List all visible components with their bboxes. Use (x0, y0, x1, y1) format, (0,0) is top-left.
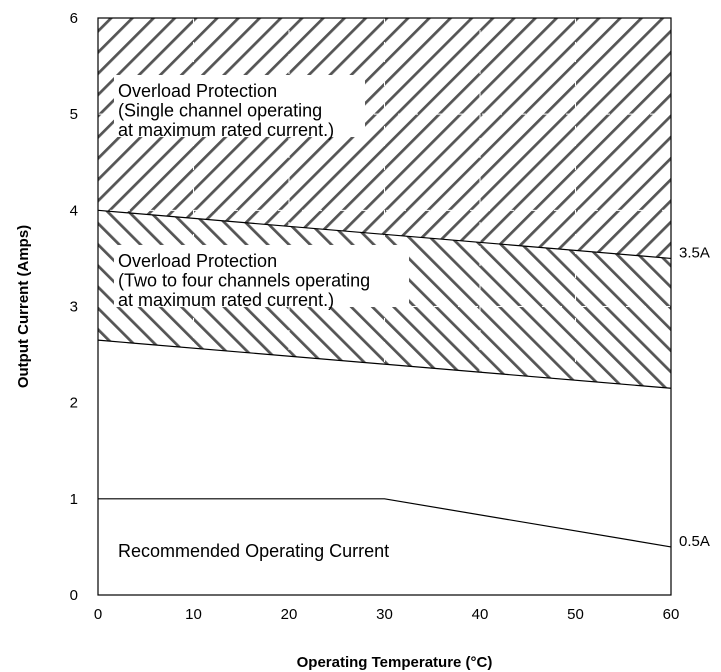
region-label-line: (Two to four channels operating (118, 271, 370, 291)
region-label-line: at maximum rated current.) (118, 120, 334, 140)
tick-labels: 0 10 20 30 40 50 60 0 1 2 3 4 5 6 (70, 10, 680, 623)
y-tick-label: 1 (70, 491, 78, 508)
y-tick-label: 6 (70, 10, 78, 27)
region-label-multi-channel: Overload Protection(Two to four channels… (114, 245, 409, 310)
x-tick-label: 0 (94, 606, 102, 623)
end-labels: 3.5A 0.5A (679, 244, 710, 550)
region-label-line: (Single channel operating (118, 101, 322, 121)
x-tick-label: 60 (663, 606, 680, 623)
region-label-line: Overload Protection (118, 251, 277, 271)
y-tick-label: 5 (70, 106, 78, 123)
series-lines (97, 209, 672, 548)
region-label-line: Recommended Operating Current (118, 541, 389, 561)
multi-channel-limit-line (97, 339, 672, 389)
y-tick-label: 2 (70, 395, 78, 412)
y-tick-label: 3 (70, 299, 78, 316)
x-tick-label: 40 (472, 606, 489, 623)
region-label-single-channel: Overload Protection(Single channel opera… (114, 75, 365, 140)
x-tick-label: 10 (185, 606, 202, 623)
x-axis-title: Operating Temperature (°C) (297, 654, 493, 671)
y-tick-label: 4 (70, 202, 78, 219)
region-label-line: Overload Protection (118, 81, 277, 101)
x-tick-label: 30 (376, 606, 393, 623)
x-tick-label: 20 (281, 606, 298, 623)
end-value-label: 3.5A (679, 244, 710, 261)
region-label-recommended: Recommended Operating Current (118, 541, 389, 561)
recommended-current-line (98, 498, 672, 548)
region-label-background (114, 75, 365, 137)
plot-frame (97, 17, 672, 596)
x-tick-label: 50 (567, 606, 584, 623)
end-value-label: 0.5A (679, 533, 710, 550)
region-label-background (114, 245, 409, 307)
region-labels: Overload Protection(Single channel opera… (114, 75, 409, 561)
single-channel-limit-line (97, 209, 672, 260)
y-tick-label: 0 (70, 587, 78, 604)
y-axis-title: Output Current (Amps) (15, 225, 32, 388)
region-label-line: at maximum rated current.) (118, 290, 334, 310)
